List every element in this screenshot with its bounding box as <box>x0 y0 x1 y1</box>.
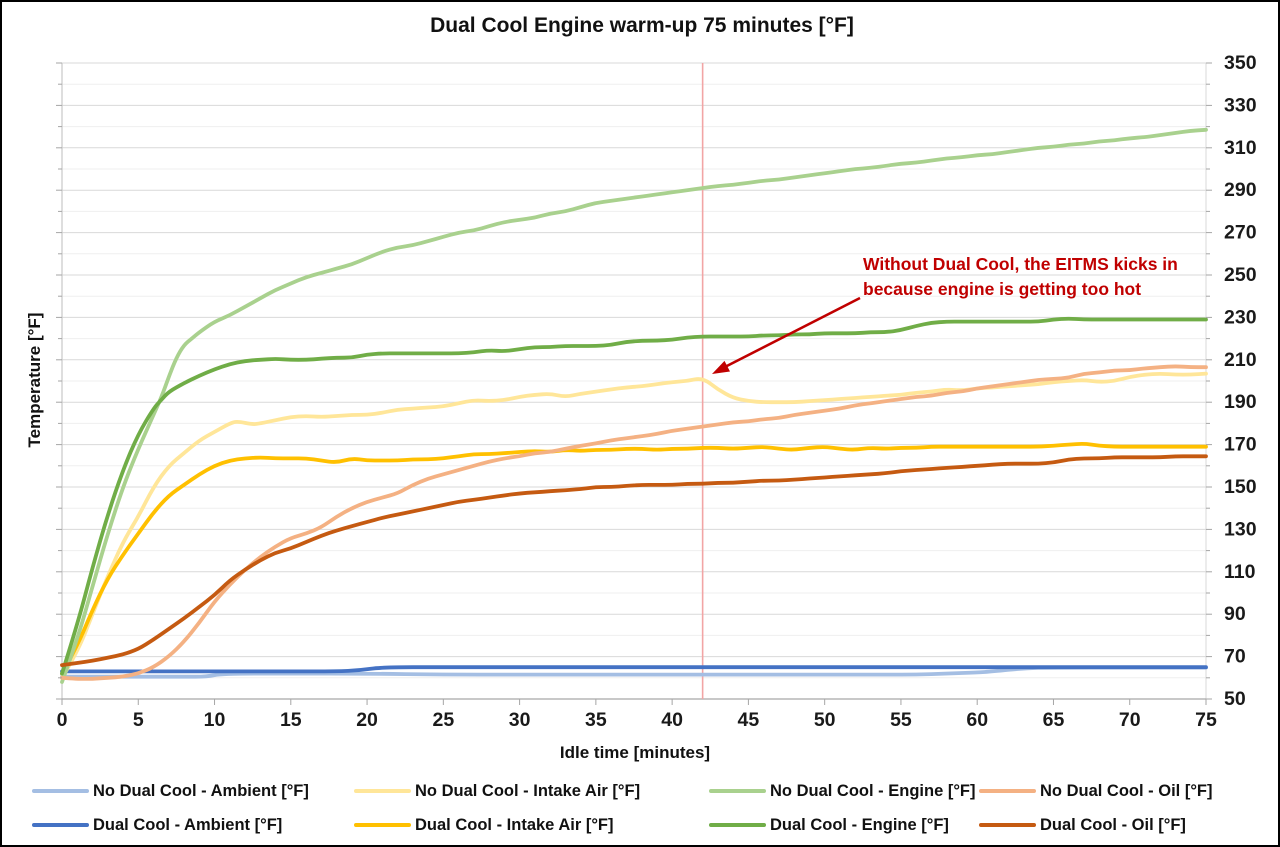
x-tick-label: 60 <box>966 709 988 731</box>
series-line-6 <box>60 364 1208 681</box>
y-tick-label: 130 <box>1224 518 1257 540</box>
x-tick-label: 20 <box>356 709 378 731</box>
x-tick-label: 35 <box>585 709 607 731</box>
series-line-5 <box>60 316 1208 676</box>
series-line-0 <box>60 665 1208 679</box>
legend-item-dual-cool-oil: Dual Cool - Oil [°F] <box>979 814 1186 836</box>
x-tick-labels: 0 5 10 15 20 25 30 35 40 45 50 55 60 65 70 75 <box>57 709 1217 731</box>
x-tick-label: 75 <box>1195 709 1217 731</box>
y-tick-label: 70 <box>1224 646 1246 668</box>
y-tick-label: 190 <box>1224 391 1257 413</box>
y-tick-label: 50 <box>1224 688 1246 710</box>
annotation-line-2: because engine is getting too hot <box>863 279 1142 299</box>
legend-item-dual-cool-intake: Dual Cool - Intake Air [°F] <box>354 814 614 836</box>
legend-swatch-line <box>354 823 411 827</box>
data-series-lines <box>60 127 1208 684</box>
y-tick-label: 90 <box>1224 603 1246 625</box>
legend-item-dual-cool-engine: Dual Cool - Engine [°F] <box>709 814 949 836</box>
chart-title: Dual Cool Engine warm-up 75 minutes [°F] <box>430 14 854 37</box>
x-tick-label: 65 <box>1043 709 1065 731</box>
x-tick-label: 5 <box>133 709 144 731</box>
y-tick-labels: 50 70 90 110 130 150 170 190 210 230 250 270 290 310 3… <box>1224 52 1257 710</box>
x-axis-title: Idle time [minutes] <box>559 743 711 762</box>
x-tick-label: 50 <box>814 709 836 731</box>
major-gridlines <box>62 62 1206 700</box>
legend-label: Dual Cool - Intake Air [°F] <box>415 815 614 834</box>
legend-item-no-dual-cool-engine: No Dual Cool - Engine [°F] <box>709 780 976 802</box>
y-tick-label: 270 <box>1224 222 1257 244</box>
series-line-4 <box>60 127 1208 684</box>
y-tick-label: 330 <box>1224 94 1257 116</box>
y-tick-label: 150 <box>1224 476 1257 498</box>
legend-swatch-line <box>32 823 89 827</box>
x-tick-label: 15 <box>280 709 302 731</box>
series-line-1 <box>60 665 1208 674</box>
x-tick-label: 55 <box>890 709 912 731</box>
legend-label: No Dual Cool - Ambient [°F] <box>93 781 309 800</box>
series-line-7 <box>60 454 1208 667</box>
y-tick-label: 110 <box>1224 561 1256 583</box>
y-tick-label: 290 <box>1224 179 1257 201</box>
y-tick-label: 350 <box>1224 52 1257 74</box>
legend-swatch-line <box>709 823 766 827</box>
annotation-arrow <box>712 296 861 374</box>
x-tick-label: 10 <box>204 709 226 731</box>
y-tick-label: 210 <box>1224 349 1257 371</box>
y-tick-label: 230 <box>1224 306 1257 328</box>
x-tick-label: 25 <box>432 709 454 731</box>
legend-swatch-line <box>32 789 89 793</box>
x-tick-label: 30 <box>509 709 531 731</box>
legend-item-dual-cool-ambient: Dual Cool - Ambient [°F] <box>32 814 282 836</box>
eitms-annotation: Without Dual Cool, the EITMS kicks in be… <box>863 252 1193 302</box>
legend-swatch-line <box>979 789 1036 793</box>
x-tick-label: 40 <box>661 709 683 731</box>
legend-label: No Dual Cool - Intake Air [°F] <box>415 781 641 800</box>
series-line-2 <box>60 371 1208 680</box>
y-tick-label: 170 <box>1224 434 1257 456</box>
x-tick-label: 70 <box>1119 709 1141 731</box>
axis-ticks <box>56 62 1212 705</box>
legend-label: Dual Cool - Engine [°F] <box>770 815 949 834</box>
legend-item-no-dual-cool-ambient: No Dual Cool - Ambient [°F] <box>32 780 309 802</box>
legend-label: Dual Cool - Ambient [°F] <box>93 815 283 834</box>
legend-swatch-line <box>979 823 1036 827</box>
legend-item-no-dual-cool-oil: No Dual Cool - Oil [°F] <box>979 780 1213 802</box>
legend-swatch-line <box>354 789 411 793</box>
x-tick-label: 0 <box>57 709 68 731</box>
legend-item-no-dual-cool-intake: No Dual Cool - Intake Air [°F] <box>354 780 640 802</box>
minor-gridlines <box>62 83 1206 679</box>
y-tick-label: 250 <box>1224 264 1257 286</box>
legend-label: No Dual Cool - Oil [°F] <box>1040 781 1213 800</box>
legend-label: No Dual Cool - Engine [°F] <box>770 781 976 800</box>
y-tick-label: 310 <box>1224 137 1257 159</box>
series-line-3 <box>60 441 1208 676</box>
legend-label: Dual Cool - Oil [°F] <box>1040 815 1186 834</box>
y-axis-title: Temperature [°F] <box>25 312 44 448</box>
x-tick-label: 45 <box>738 709 760 731</box>
annotation-line-1: Without Dual Cool, the EITMS kicks in <box>863 254 1178 274</box>
legend-swatch-line <box>709 789 766 793</box>
